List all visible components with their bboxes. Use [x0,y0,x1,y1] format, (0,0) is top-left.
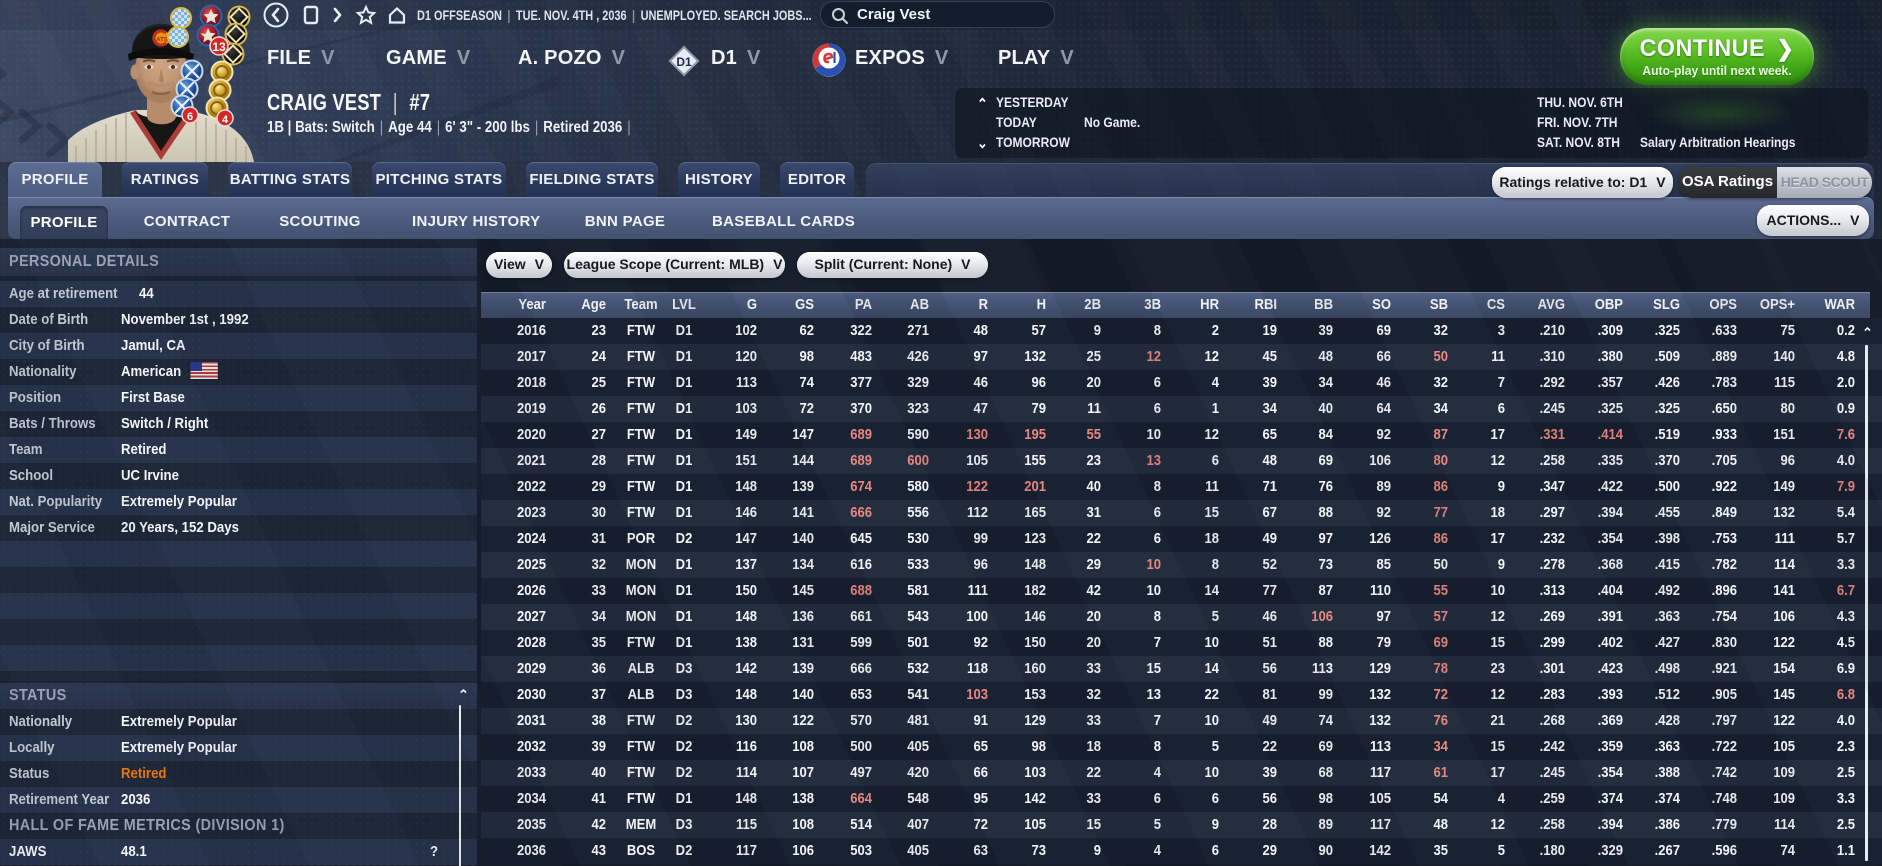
svg-text:ATS: ATS [156,38,168,44]
svg-text:13: 13 [212,40,226,54]
svg-text:D1: D1 [676,55,692,69]
svg-text:6: 6 [187,111,193,123]
svg-text:4: 4 [222,114,229,126]
